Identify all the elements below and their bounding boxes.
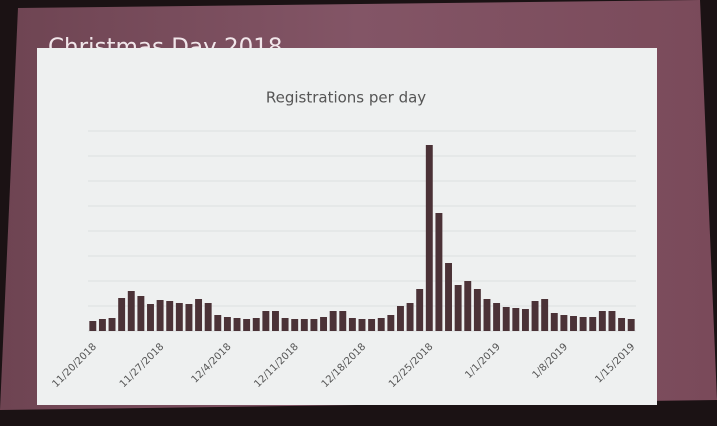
bar — [579, 317, 587, 331]
bar — [89, 321, 97, 331]
bar — [204, 303, 212, 331]
bar — [368, 319, 376, 331]
bar — [464, 281, 472, 331]
bar — [195, 299, 203, 331]
bar — [281, 318, 289, 331]
bar — [512, 308, 520, 331]
bar — [185, 304, 193, 331]
bar — [320, 317, 328, 331]
bar — [608, 311, 616, 331]
bar — [598, 311, 606, 331]
bar — [127, 291, 135, 331]
bar — [108, 318, 116, 331]
bar — [454, 285, 462, 331]
bar — [358, 319, 366, 331]
bar — [541, 299, 549, 331]
bar — [291, 319, 299, 331]
bar — [339, 311, 347, 331]
bar — [156, 300, 164, 331]
bar — [300, 319, 308, 331]
bar — [627, 319, 635, 331]
bar — [377, 318, 385, 331]
bar — [329, 311, 337, 331]
bar — [310, 319, 318, 331]
bar — [147, 304, 154, 331]
bar — [233, 318, 241, 331]
bar — [560, 315, 568, 331]
bar — [272, 311, 279, 331]
bar — [521, 309, 529, 331]
chart-area — [37, 48, 657, 405]
bar — [387, 315, 395, 331]
bar — [425, 145, 433, 331]
bar — [550, 313, 558, 331]
bar — [175, 303, 183, 331]
bar — [98, 319, 106, 331]
bar — [137, 296, 145, 331]
bar — [445, 263, 452, 331]
bar — [435, 213, 443, 331]
bar — [243, 319, 251, 331]
bar — [502, 307, 510, 331]
bar — [493, 303, 501, 331]
bar — [396, 306, 404, 331]
bar — [252, 318, 260, 331]
bar — [589, 317, 597, 331]
bar — [570, 316, 577, 331]
chart-title: Registrations per day — [266, 89, 426, 107]
bar — [416, 289, 424, 331]
bar — [531, 301, 539, 331]
bar — [118, 298, 126, 331]
bar — [166, 301, 174, 331]
bar — [262, 311, 270, 331]
bar — [214, 315, 222, 331]
bar — [223, 317, 231, 331]
bar — [618, 318, 626, 331]
bar — [473, 289, 481, 331]
bar — [348, 318, 356, 331]
bar — [483, 299, 491, 331]
bar — [406, 303, 414, 331]
